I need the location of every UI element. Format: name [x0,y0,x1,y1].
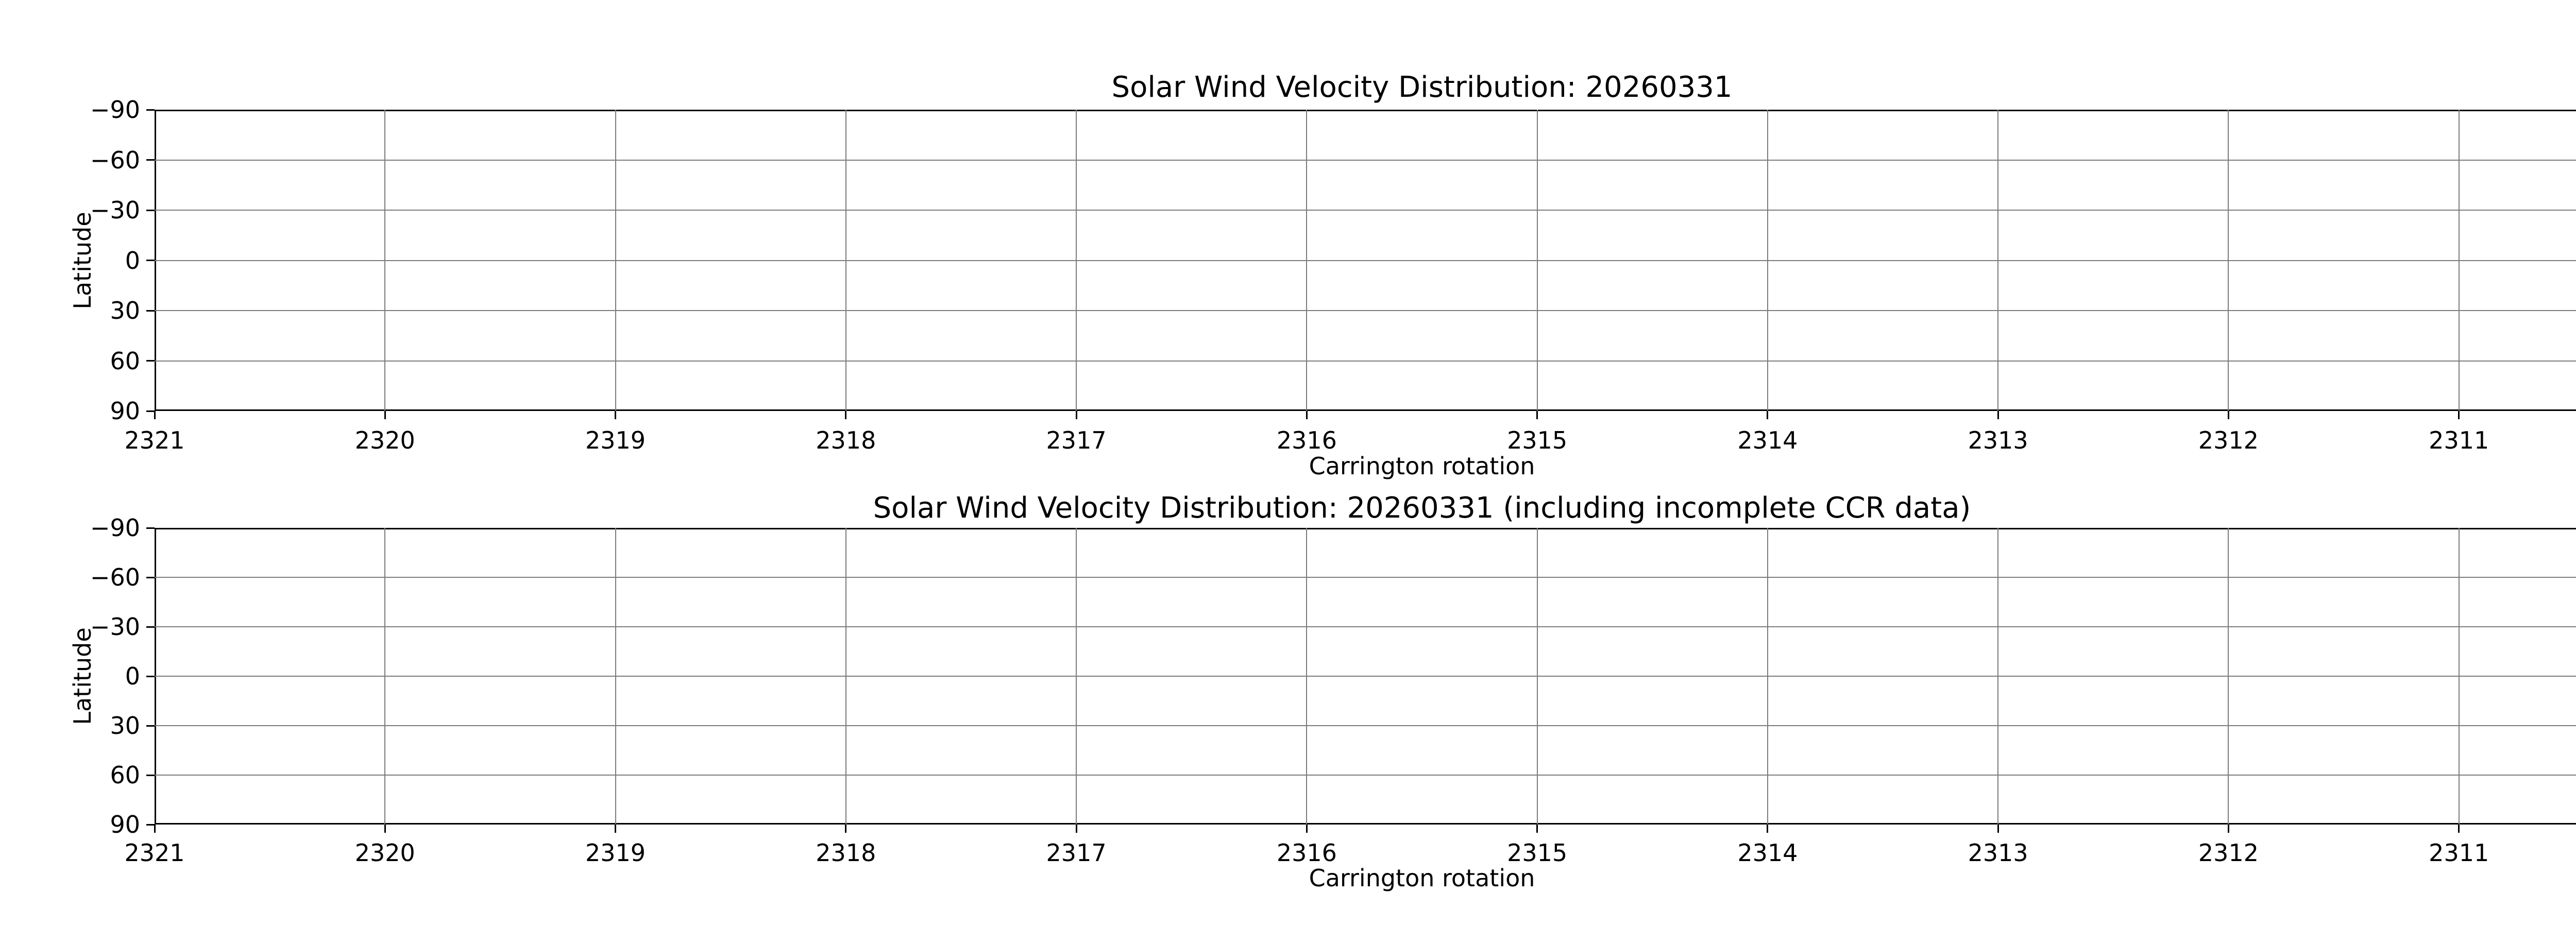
y-tick-label: 30 [110,297,140,324]
x-tick [1306,825,1308,833]
y-tick [146,260,155,261]
x-tick [845,825,847,833]
y-gridline [155,310,2576,311]
x-tick-label: 2317 [1046,839,1107,867]
x-tick [1075,825,1077,833]
y-tick-label: −90 [90,514,140,542]
x-tick [1997,411,1999,419]
x-tick-label: 2314 [1737,426,1798,454]
y-tick-label: 30 [110,712,140,740]
y-gridline [155,676,2576,677]
y-gridline [155,210,2576,211]
x-tick [1075,411,1077,419]
x-tick [2458,825,2460,833]
x-tick-label: 2319 [585,839,646,867]
x-tick-label: 2320 [354,426,415,454]
y-tick-label: 0 [125,662,140,690]
y-tick [146,576,155,578]
y-gridline [155,360,2576,362]
y-tick [146,626,155,628]
x-tick [1536,825,1538,833]
y-tick-label: 60 [110,347,140,375]
x-tick-label: 2311 [2429,839,2489,867]
y-tick [146,823,155,826]
x-tick-label: 2315 [1507,426,1568,454]
y-gridline [155,577,2576,578]
y-tick-label: −30 [90,196,140,224]
y-tick-label: 60 [110,761,140,789]
x-tick-label: 2312 [2198,839,2259,867]
panel-bottom-xaxis-label: Carrington rotation [1309,864,1535,892]
x-tick-label: 2318 [816,839,876,867]
x-tick [1767,411,1769,419]
x-tick [2458,411,2460,419]
y-tick-label: −60 [90,146,140,174]
x-tick [384,825,386,833]
y-gridline [155,260,2576,261]
x-tick [615,825,617,833]
x-tick [1997,825,1999,833]
y-tick [146,209,155,211]
y-tick-label: 0 [125,246,140,274]
y-tick-label: −30 [90,613,140,641]
x-tick-label: 2320 [354,839,415,867]
x-tick-label: 2311 [2429,426,2489,454]
x-tick-label: 2313 [1968,426,2028,454]
x-tick-label: 2314 [1737,839,1798,867]
y-tick-label: −60 [90,563,140,591]
y-tick-label: 90 [110,397,140,425]
y-tick-label: −90 [90,96,140,124]
x-tick [2227,825,2229,833]
y-tick [146,109,155,111]
x-tick-label: 2315 [1507,839,1568,867]
panel-top-xaxis-label: Carrington rotation [1309,452,1535,480]
x-tick [154,825,156,833]
x-tick [1767,825,1769,833]
x-tick-label: 2313 [1968,839,2028,867]
y-tick [146,360,155,362]
x-tick-label: 2312 [2198,426,2259,454]
x-tick-label: 2316 [1276,839,1337,867]
panel-top-title: Solar Wind Velocity Distribution: 202603… [1111,71,1733,104]
x-tick [384,411,386,419]
y-gridline [155,626,2576,627]
y-tick [146,725,155,727]
y-tick [146,310,155,312]
x-tick-label: 2319 [585,426,646,454]
y-gridline [155,159,2576,161]
y-gridline [155,725,2576,726]
y-tick [146,159,155,161]
x-tick [1306,411,1308,419]
y-tick [146,527,155,529]
y-tick [146,410,155,412]
y-gridline [155,775,2576,776]
y-tick [146,774,155,776]
y-tick [146,675,155,677]
x-tick-label: 2317 [1046,426,1107,454]
x-tick [154,411,156,419]
x-tick-label: 2321 [124,426,185,454]
x-tick [615,411,617,419]
x-tick [2227,411,2229,419]
x-tick-label: 2321 [124,839,185,867]
panel-bottom-title: Solar Wind Velocity Distribution: 202603… [873,491,1971,525]
y-tick-label: 90 [110,811,140,838]
x-tick [845,411,847,419]
x-tick-label: 2316 [1276,426,1337,454]
x-tick [1536,411,1538,419]
x-tick-label: 2318 [816,426,876,454]
